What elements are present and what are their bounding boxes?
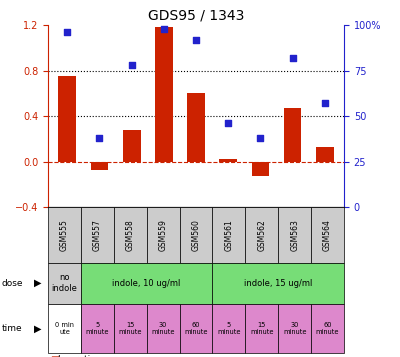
Bar <box>219 159 237 161</box>
Bar <box>91 161 108 170</box>
Text: indole, 10 ug/ml: indole, 10 ug/ml <box>112 279 181 288</box>
Text: dose: dose <box>2 279 24 288</box>
Text: no
indole: no indole <box>52 273 77 293</box>
Bar <box>123 130 140 161</box>
Text: GSM564: GSM564 <box>323 219 332 251</box>
Text: 30
minute: 30 minute <box>283 322 306 335</box>
Point <box>322 100 328 106</box>
Point <box>289 55 296 61</box>
Text: GSM563: GSM563 <box>290 219 299 251</box>
Text: GSM557: GSM557 <box>93 219 102 251</box>
Text: GSM562: GSM562 <box>257 219 266 251</box>
Bar <box>155 27 173 161</box>
Point <box>225 120 231 126</box>
Text: GSM559: GSM559 <box>159 219 168 251</box>
Text: GSM561: GSM561 <box>224 219 233 251</box>
Point <box>128 62 135 68</box>
Text: 5
minute: 5 minute <box>86 322 109 335</box>
Point <box>257 135 264 141</box>
Text: ▶: ▶ <box>34 323 42 333</box>
Text: 5
minute: 5 minute <box>217 322 241 335</box>
Point <box>64 29 70 35</box>
Text: GSM558: GSM558 <box>126 219 135 251</box>
Bar <box>252 161 269 176</box>
Text: 0 min
ute: 0 min ute <box>55 322 74 335</box>
Text: ■: ■ <box>50 355 59 357</box>
Point <box>161 26 167 31</box>
Text: GSM555: GSM555 <box>60 219 69 251</box>
Point <box>96 135 103 141</box>
Point <box>193 37 199 42</box>
Title: GDS95 / 1343: GDS95 / 1343 <box>148 9 244 22</box>
Bar <box>187 93 205 161</box>
Text: 60
minute: 60 minute <box>316 322 339 335</box>
Text: 15
minute: 15 minute <box>118 322 142 335</box>
Text: indole, 15 ug/ml: indole, 15 ug/ml <box>244 279 312 288</box>
Text: ▶: ▶ <box>34 278 42 288</box>
Bar <box>58 76 76 161</box>
Bar <box>316 147 334 161</box>
Bar <box>284 108 301 161</box>
Text: time: time <box>2 324 23 333</box>
Text: log ratio: log ratio <box>58 355 96 357</box>
Text: GSM560: GSM560 <box>192 219 200 251</box>
Text: 30
minute: 30 minute <box>151 322 175 335</box>
Text: 15
minute: 15 minute <box>250 322 274 335</box>
Text: 60
minute: 60 minute <box>184 322 208 335</box>
